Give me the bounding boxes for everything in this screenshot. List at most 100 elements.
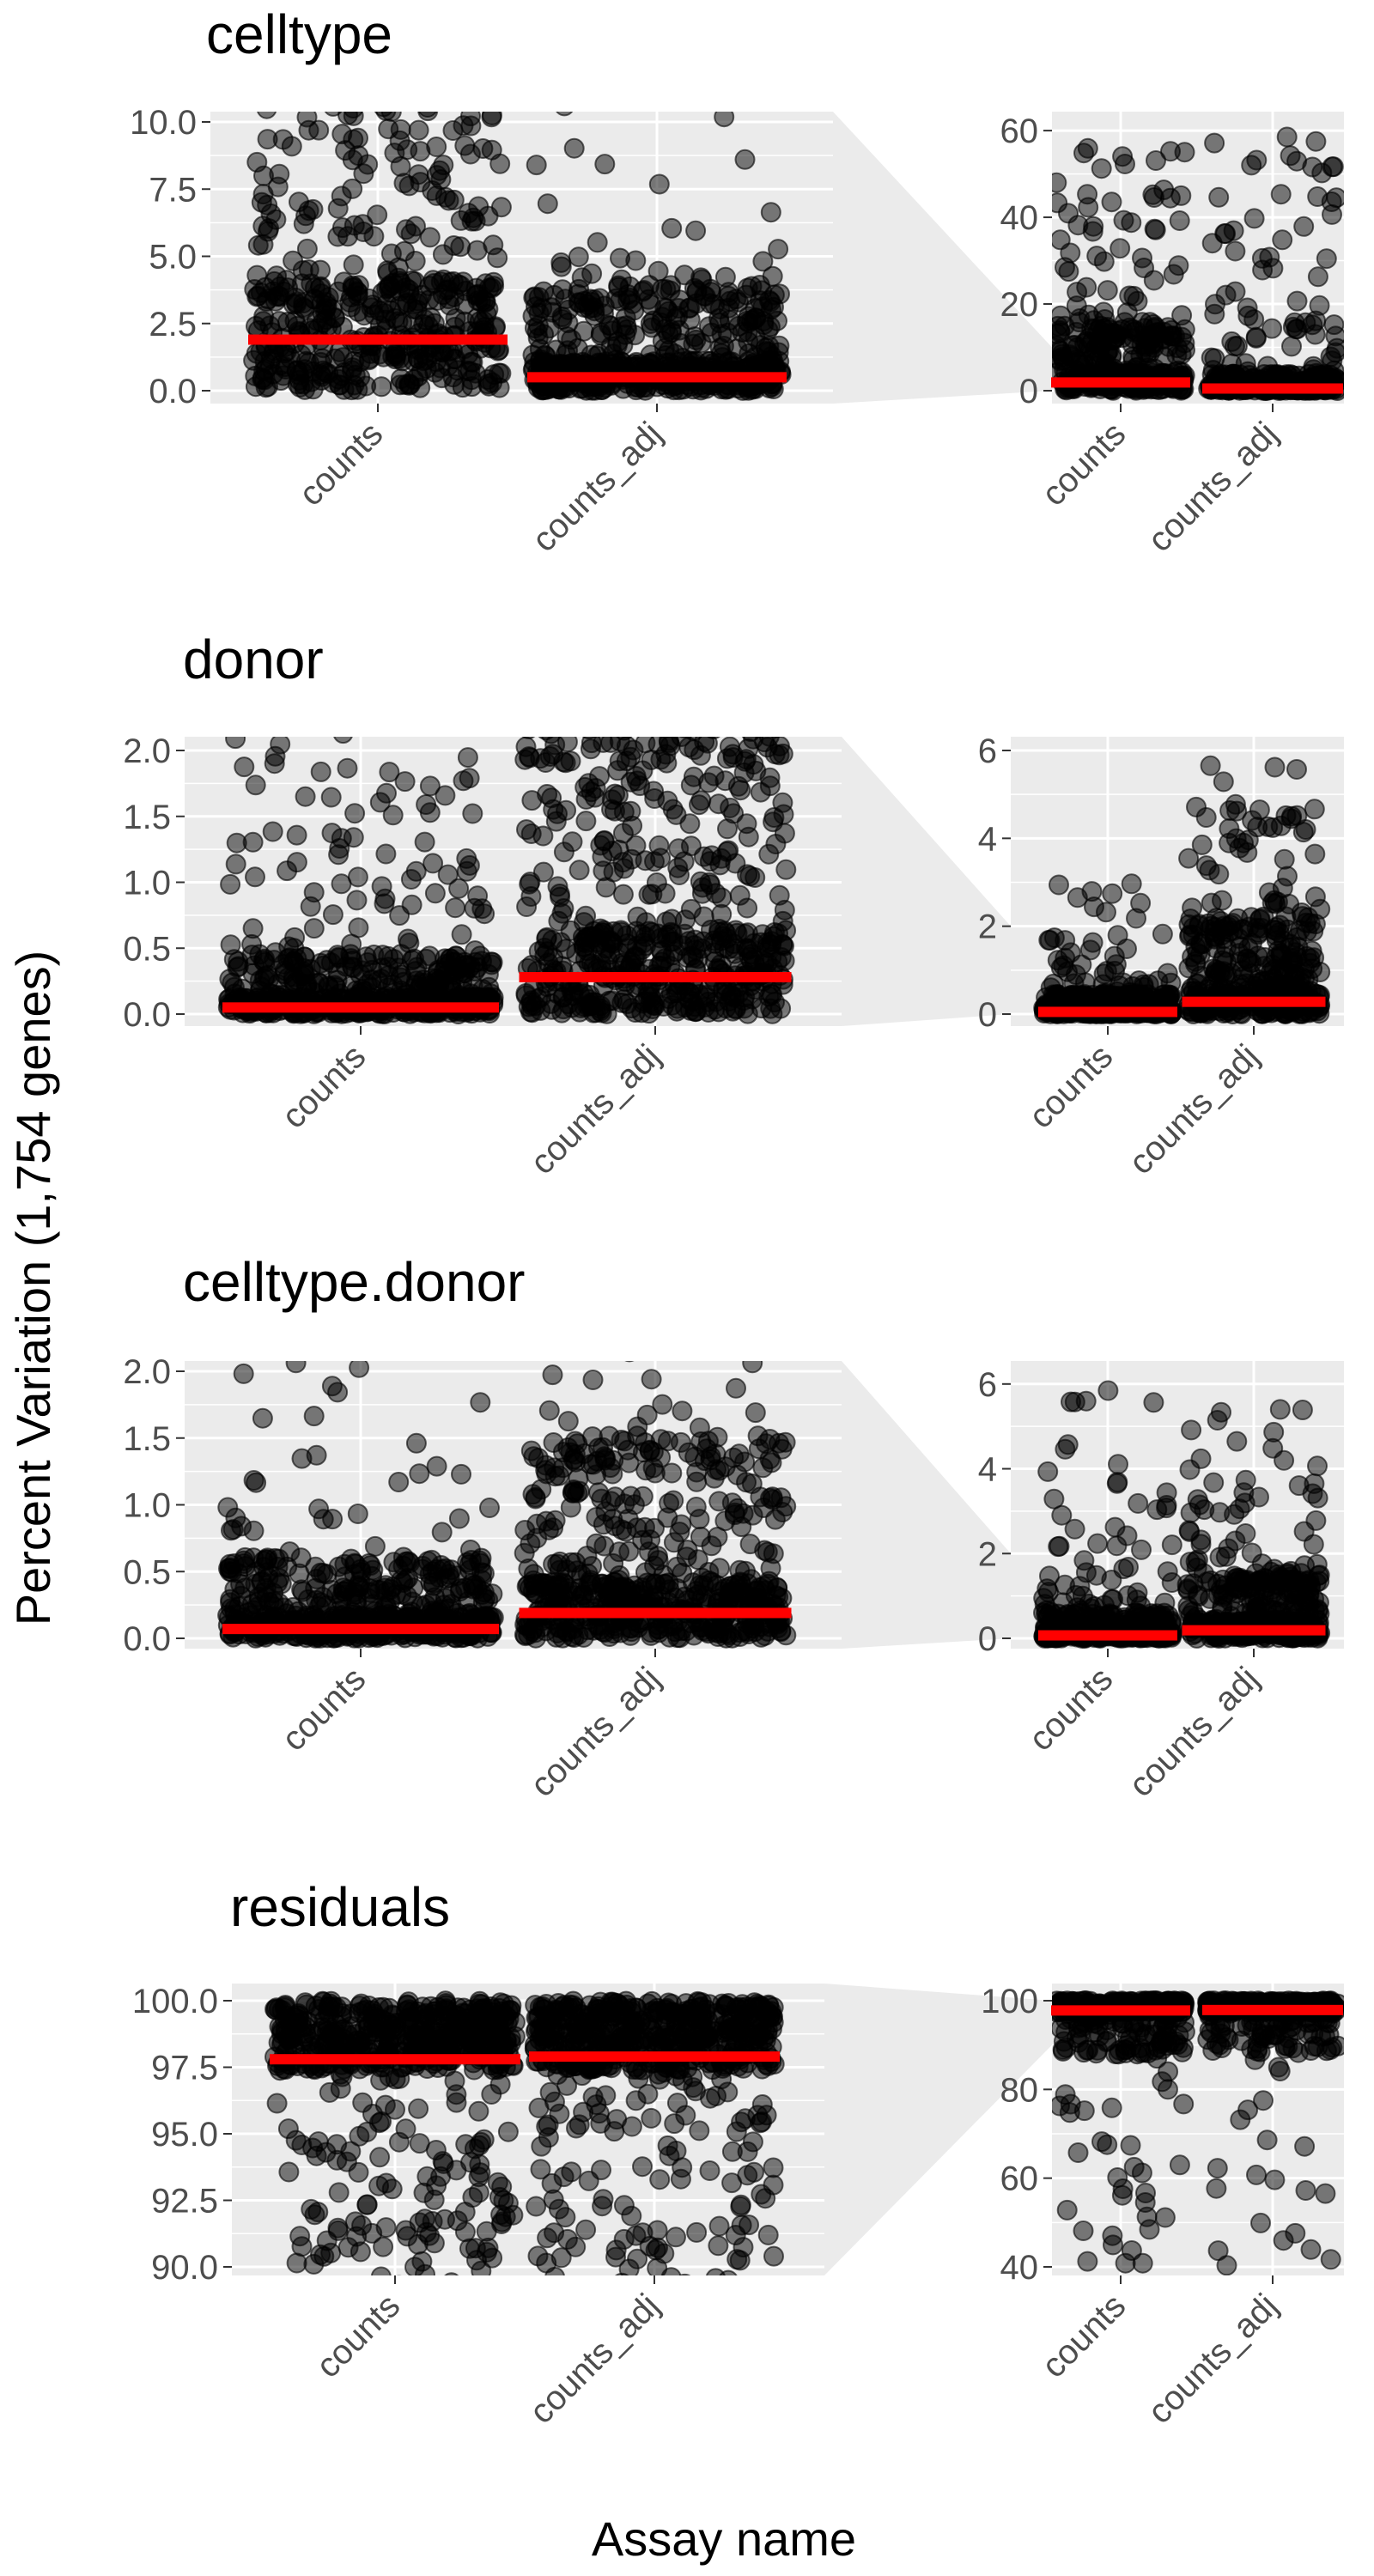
data-point-counts [327, 1382, 349, 1403]
data-point-counts_adj [723, 803, 745, 824]
median-line-counts [1051, 377, 1190, 388]
data-point-counts_adj [608, 276, 629, 298]
data-point-counts [344, 1564, 365, 1585]
data-point-counts [242, 918, 264, 939]
data-point-counts_adj [703, 765, 725, 787]
data-point-counts [1097, 280, 1118, 301]
x-tick-label: counts [1022, 1037, 1120, 1135]
data-point-counts_adj [602, 320, 623, 342]
data-point-counts [435, 1588, 456, 1609]
data-point-counts_adj [1270, 815, 1292, 836]
data-point-counts_adj [516, 819, 537, 841]
data-point-counts_adj [1213, 771, 1234, 793]
data-point-counts [374, 112, 393, 118]
y-tick-label: 2 [978, 908, 997, 946]
data-point-counts [306, 1444, 327, 1466]
data-point-counts_adj [1226, 335, 1248, 356]
data-point-counts_adj [1226, 800, 1248, 822]
data-point-counts [451, 924, 472, 945]
data-point-counts_adj [1225, 240, 1246, 262]
data-point-counts_adj [654, 297, 676, 319]
data-point-counts [448, 1508, 470, 1529]
median-line-counts_adj [519, 972, 792, 983]
data-point-counts [371, 969, 392, 990]
data-point-counts_adj [551, 1002, 573, 1024]
data-point-counts [398, 933, 420, 954]
data-point-counts_adj [1272, 229, 1293, 251]
data-point-counts_adj [581, 737, 597, 740]
data-point-counts [331, 873, 352, 895]
data-point-counts [394, 771, 416, 793]
data-point-counts_adj [1178, 957, 1200, 979]
y-tick-label: 7.5 [149, 171, 197, 209]
data-point-counts_adj [559, 716, 578, 735]
data-point-counts_adj [1293, 216, 1315, 237]
data-point-counts_adj [521, 737, 536, 739]
y-tick-label: 0 [1019, 373, 1038, 410]
data-point-counts [322, 1509, 344, 1530]
data-point-counts_adj [1309, 295, 1330, 316]
data-point-counts_adj [542, 1364, 563, 1386]
data-point-counts [388, 1472, 410, 1492]
data-point-counts_adj [709, 337, 731, 359]
data-point-counts [242, 831, 264, 853]
data-point-counts_adj [544, 355, 565, 376]
data-point-counts [293, 293, 314, 313]
data-point-counts_adj [742, 1361, 763, 1374]
data-point-counts_adj [753, 314, 775, 336]
data-point-counts_adj [1296, 920, 1317, 942]
data-point-counts [245, 866, 265, 888]
data-point-counts_adj [744, 933, 765, 954]
data-point-counts [291, 1579, 313, 1601]
data-point-counts_adj [768, 239, 789, 260]
data-point-counts [296, 238, 318, 259]
data-point-counts_adj [544, 737, 566, 756]
y-tick-label: 0.0 [123, 1620, 171, 1658]
data-point-counts [1095, 986, 1116, 1007]
data-point-counts [1093, 963, 1115, 985]
data-point-counts_adj [669, 319, 690, 341]
data-point-counts [249, 944, 271, 965]
y-tick-label: 10.0 [130, 104, 197, 142]
data-point-counts_adj [575, 811, 597, 832]
data-point-counts [1052, 172, 1067, 193]
data-point-counts [300, 896, 321, 917]
data-point-counts [1118, 984, 1140, 1005]
data-point-counts_adj [625, 835, 647, 856]
data-point-counts [220, 934, 241, 956]
data-point-counts [344, 803, 366, 824]
data-point-counts_adj [553, 751, 575, 773]
data-point-counts [233, 1363, 254, 1384]
data-point-counts [1102, 883, 1123, 904]
data-point-counts_adj [1249, 799, 1270, 821]
zoom-wedges [824, 112, 1052, 2275]
data-point-counts [409, 1463, 430, 1485]
data-point-counts [348, 145, 369, 167]
data-point-counts_adj [729, 884, 751, 906]
data-point-counts [308, 119, 330, 141]
data-point-counts_adj [738, 738, 759, 759]
data-point-counts [1043, 927, 1065, 949]
data-point-counts [295, 786, 316, 807]
data-point-counts_adj [675, 909, 696, 931]
data-point-counts_adj [647, 737, 669, 755]
data-point-counts [1082, 221, 1103, 242]
data-point-counts_adj [660, 280, 681, 301]
data-point-counts_adj [1219, 818, 1240, 839]
data-point-counts [246, 1472, 267, 1493]
data-point-counts_adj [1257, 355, 1279, 377]
data-point-counts [324, 112, 343, 117]
data-point-counts [424, 883, 446, 904]
data-point-counts_adj [1305, 131, 1327, 152]
data-point-counts [1121, 873, 1142, 895]
data-point-counts [426, 137, 447, 157]
data-point-counts [406, 957, 428, 978]
data-point-counts [385, 343, 406, 364]
data-point-counts [245, 775, 266, 796]
data-point-counts [1052, 324, 1067, 344]
data-point-counts_adj [689, 1509, 710, 1530]
data-point-counts [481, 112, 502, 125]
data-point-counts [389, 905, 410, 927]
data-point-counts [459, 89, 478, 108]
